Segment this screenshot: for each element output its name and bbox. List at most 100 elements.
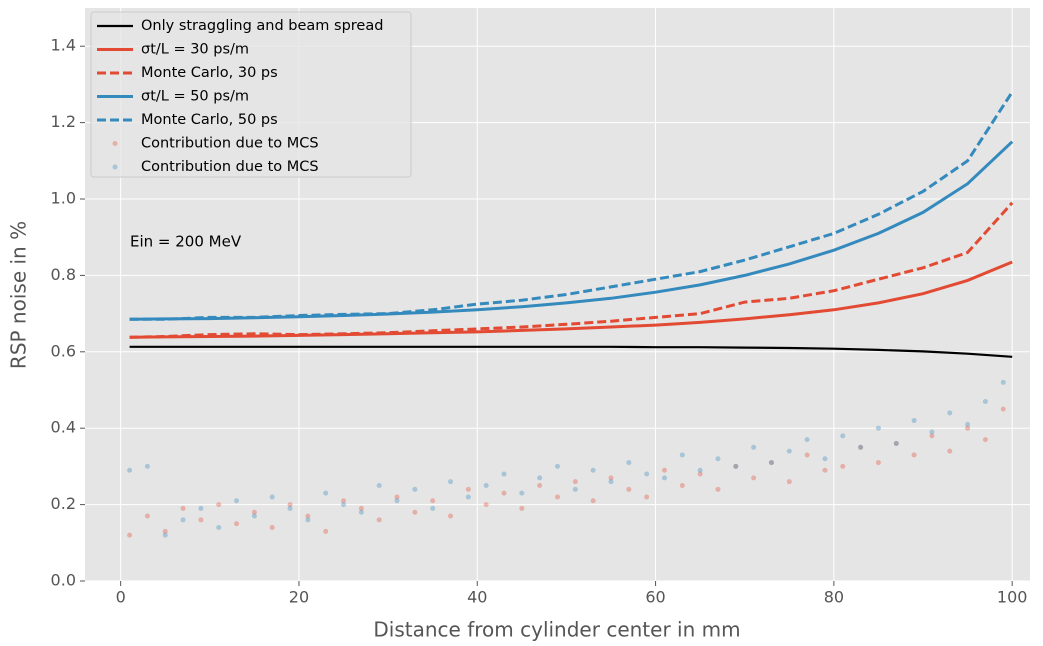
scatter-point — [501, 471, 507, 477]
series-line — [129, 140, 1014, 321]
scatter-point — [323, 528, 329, 534]
scatter-point — [127, 532, 133, 538]
scatter-point — [358, 509, 364, 515]
scatter-point — [929, 429, 935, 435]
scatter-point — [715, 486, 721, 492]
scatter-point — [822, 456, 828, 462]
scatter-point — [234, 498, 240, 504]
scatter-point — [412, 509, 418, 515]
legend-box — [90, 11, 412, 178]
y-tick-label: 0.2 — [51, 494, 76, 513]
legend-label: Monte Carlo, 30 ps — [141, 65, 278, 81]
scatter-point — [911, 452, 917, 458]
scatter-point — [733, 463, 739, 469]
y-tick-label: 1.4 — [51, 36, 76, 55]
scatter-point — [572, 479, 578, 485]
x-axis-label: Distance from cylinder center in mm — [373, 618, 740, 642]
scatter-point — [269, 494, 275, 500]
scatter-point — [875, 460, 881, 466]
legend-label: Contribution due to MCS — [141, 136, 319, 152]
scatter-point — [144, 463, 150, 469]
scatter-point — [180, 505, 186, 511]
scatter-point — [590, 498, 596, 504]
y-tick-label: 1.2 — [51, 112, 76, 131]
scatter-point — [608, 479, 614, 485]
scatter-point — [341, 502, 347, 508]
scatter-point — [911, 418, 917, 424]
marks — [127, 91, 1014, 538]
scatter-point — [733, 463, 739, 469]
scatter-point — [216, 525, 222, 531]
scatter-point — [216, 502, 222, 508]
scatter-point — [483, 483, 489, 488]
scatter-point — [751, 475, 757, 481]
legend-marker — [112, 164, 118, 170]
scatter-point — [875, 425, 881, 431]
scatter-point — [697, 467, 703, 473]
series-line — [129, 91, 1014, 321]
scatter-point — [679, 483, 685, 488]
scatter-point — [893, 440, 899, 446]
scatter-point — [644, 494, 650, 500]
legend: Only straggling and beam spread σt/L = 30… — [90, 11, 412, 178]
scatter-point — [305, 517, 311, 523]
scatter-point — [929, 433, 935, 439]
scatter-point — [982, 437, 988, 443]
x-tick-label: 0 — [116, 588, 126, 607]
scatter-point — [537, 475, 543, 481]
y-axis-label: RSP noise in % — [7, 221, 31, 369]
axes: 0 20 40 60 80 100 0.0 0.2 0.4 0.6 0.8 1.0 1.2 1.4 — [51, 36, 1028, 607]
scatter-point — [822, 467, 828, 473]
scatter-point — [162, 532, 168, 538]
y-tick-label: 0.6 — [51, 341, 76, 360]
scatter-point — [501, 490, 507, 496]
scatter-point — [572, 486, 578, 492]
scatter-point — [323, 490, 329, 496]
scatter-point — [394, 498, 400, 504]
legend-label: σt/L = 30 ps/m — [141, 42, 249, 58]
scatter-point — [394, 494, 400, 500]
scatter-point — [465, 494, 471, 500]
scatter-point — [358, 505, 364, 511]
scatter-point — [608, 475, 614, 481]
scatter-point — [519, 505, 525, 511]
scatter-point — [537, 483, 543, 488]
scatter-point — [555, 463, 560, 469]
scatter-point — [198, 505, 204, 511]
scatter-point — [1000, 406, 1006, 412]
y-tick-label: 0.4 — [51, 418, 76, 437]
series-line — [129, 260, 1013, 339]
scatter-point — [644, 471, 650, 477]
scatter-point — [893, 440, 899, 446]
scatter-point — [626, 486, 632, 492]
scatter-point — [341, 498, 347, 504]
scatter-point — [144, 513, 150, 519]
scatter-point — [768, 460, 774, 466]
scatter-point — [269, 525, 275, 531]
x-tick-label: 100 — [997, 588, 1028, 607]
scatter-point — [786, 479, 792, 485]
scatter-point — [127, 467, 133, 473]
scatter-point — [626, 460, 632, 466]
scatter-point — [1000, 379, 1006, 385]
legend-label: σt/L = 50 ps/m — [141, 89, 249, 105]
scatter-point — [162, 528, 168, 534]
scatter-point — [180, 517, 186, 523]
scatter-point — [768, 460, 774, 466]
series-line — [129, 345, 1013, 358]
scatter-point — [234, 521, 240, 527]
annotation: Ein = 200 MeV — [130, 233, 242, 251]
scatter-point — [661, 475, 667, 481]
scatter-point — [430, 505, 436, 511]
y-tick-label: 0.0 — [51, 571, 76, 590]
scatter-point — [376, 517, 382, 523]
scatter-point — [465, 486, 471, 492]
legend-label: Only straggling and beam spread — [141, 18, 383, 34]
x-tick-label: 60 — [645, 588, 665, 607]
scatter-point — [287, 505, 293, 511]
legend-label: Monte Carlo, 50 ps — [141, 112, 278, 128]
scatter-point — [751, 444, 757, 450]
x-tick-label: 80 — [824, 588, 844, 607]
